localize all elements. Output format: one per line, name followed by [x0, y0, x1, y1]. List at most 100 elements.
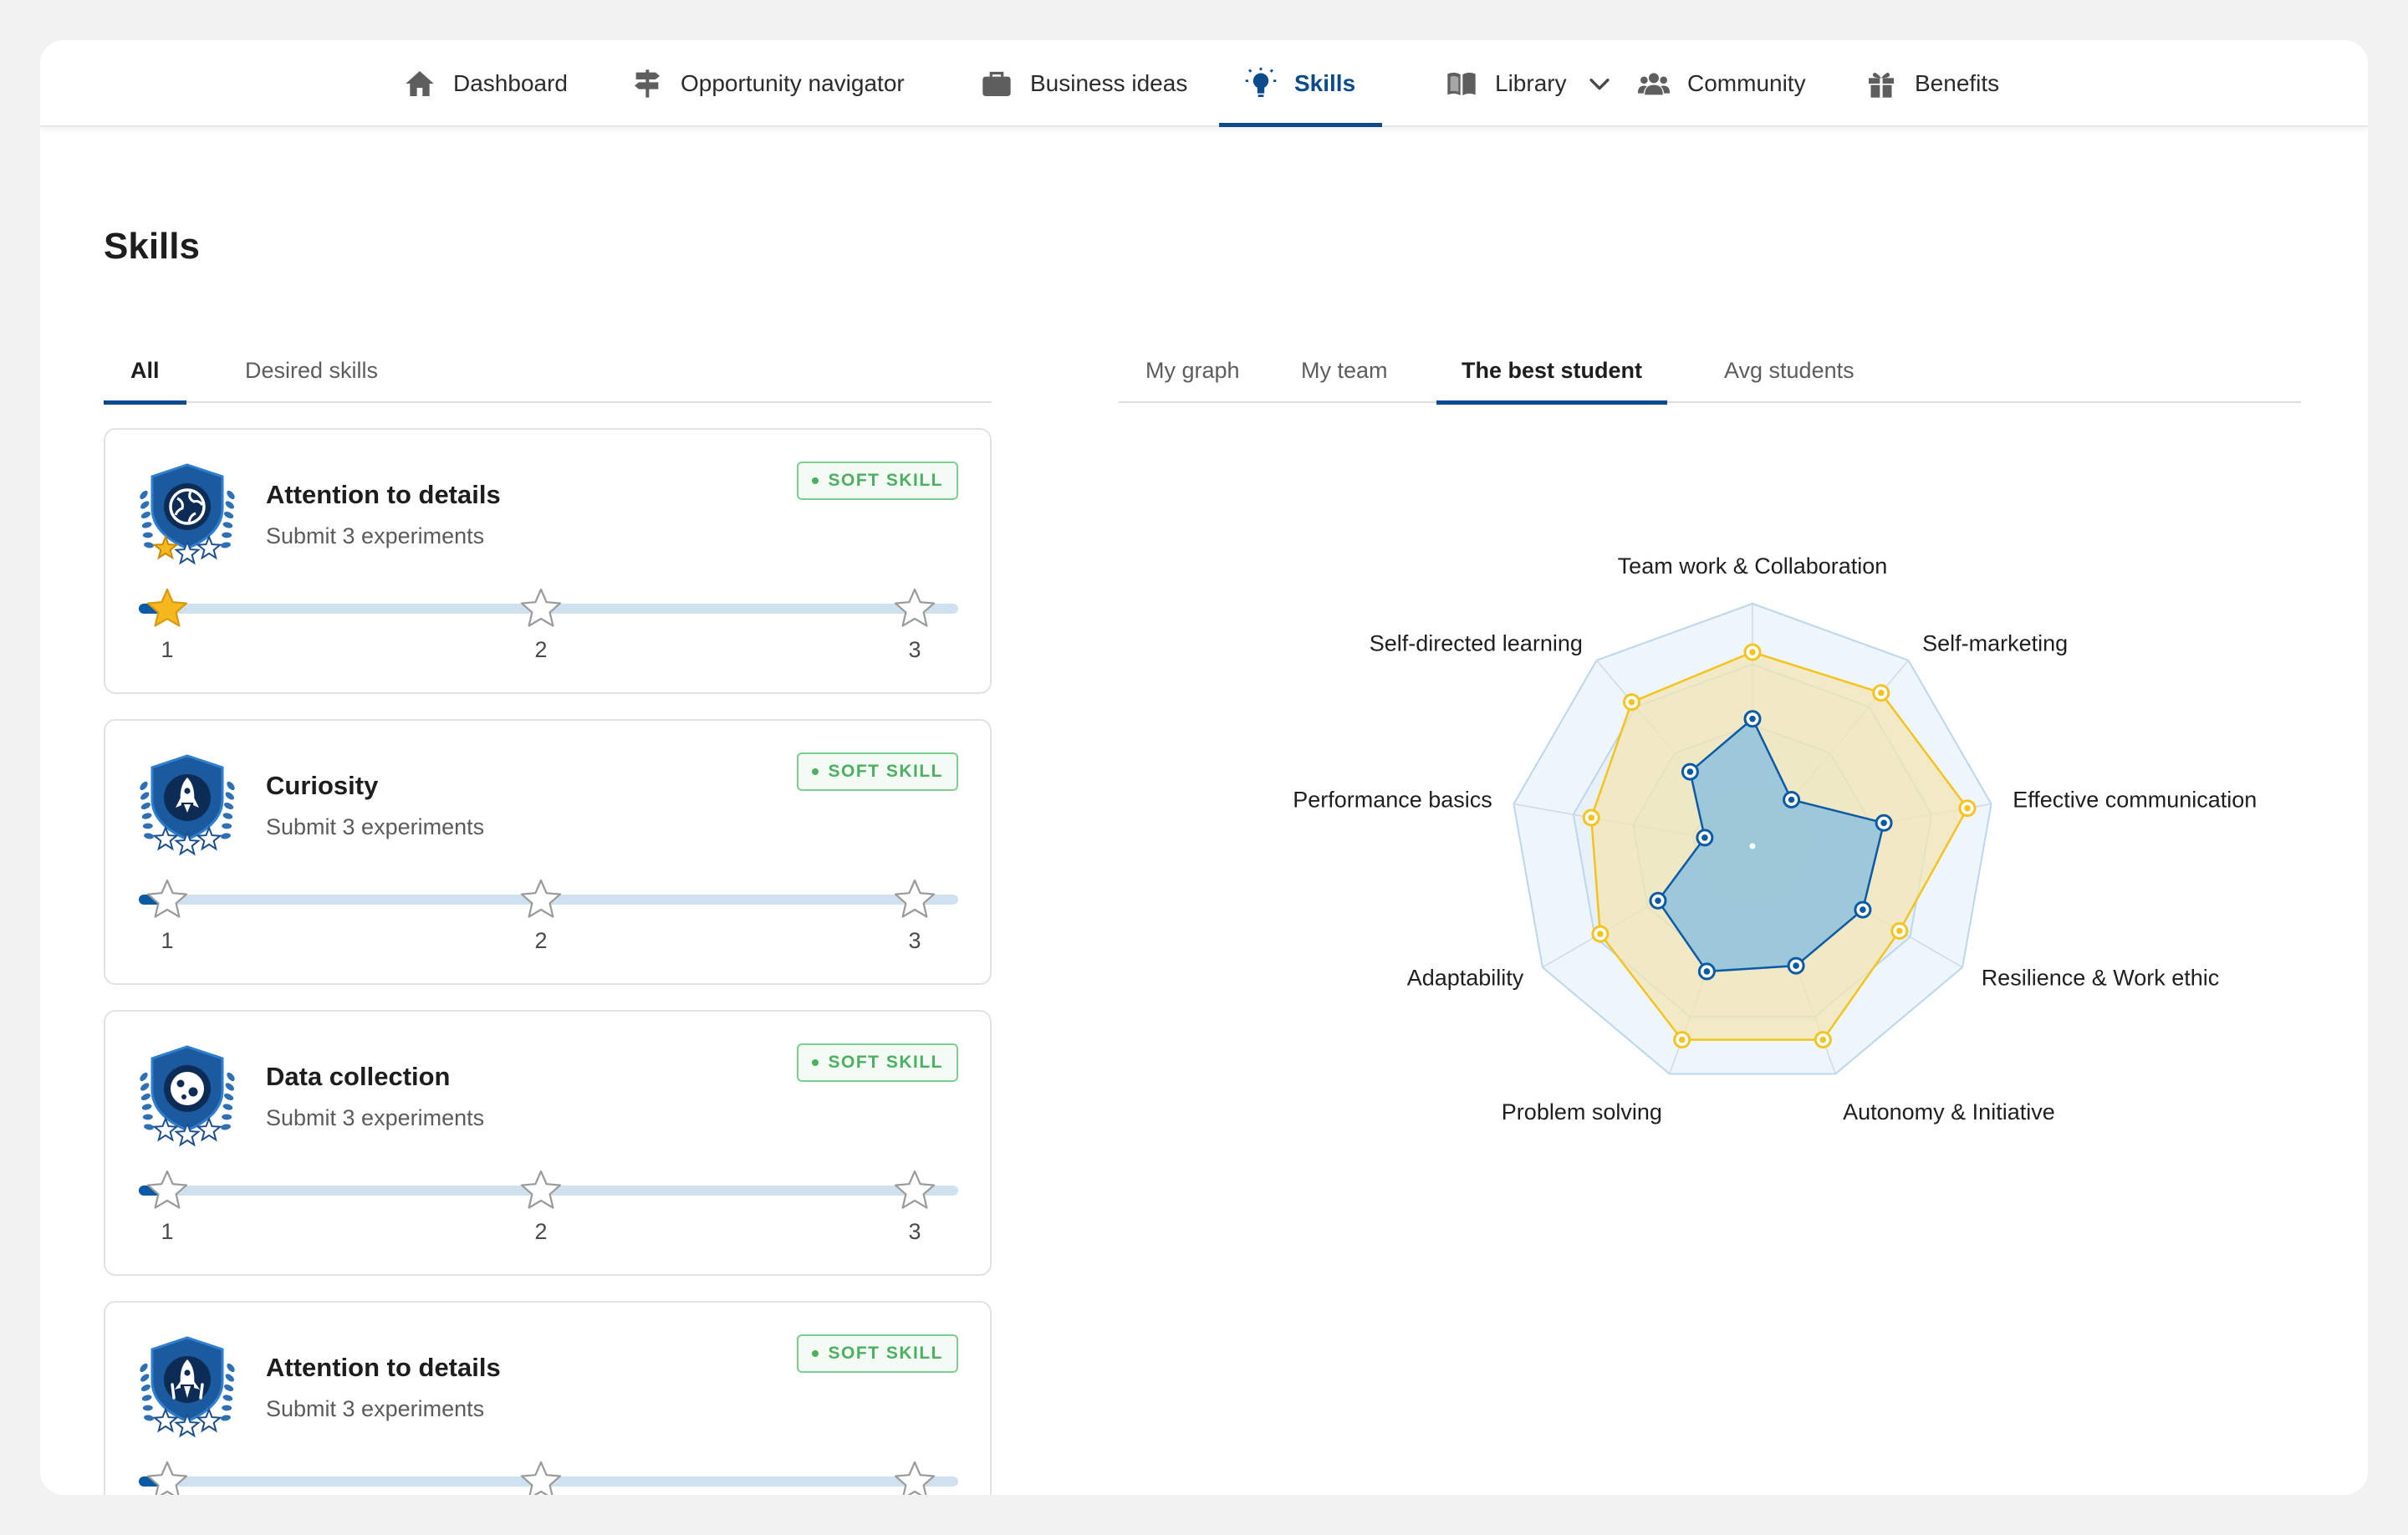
- radar-data-point-core: [1880, 819, 1887, 827]
- skill-subtitle: Submit 3 experiments: [266, 523, 485, 548]
- lightbulb-icon: [1245, 67, 1277, 97]
- tag-dot: [811, 1350, 819, 1357]
- star-icon: [894, 1170, 936, 1209]
- progress-step-number: 1: [161, 1219, 174, 1244]
- star-icon: [520, 879, 562, 918]
- progress-step-star: [893, 878, 936, 921]
- tag-dot: [811, 1059, 819, 1066]
- page-title: Skills: [104, 226, 200, 267]
- progress-step-star: [519, 587, 563, 630]
- tab-the-best-student-label: The best student: [1462, 357, 1643, 383]
- radar-axis-label: Team work & Collaboration: [1617, 553, 1888, 579]
- skill-card[interactable]: Attention to details Submit 3 experiment…: [104, 428, 992, 694]
- skill-badge: [135, 462, 239, 565]
- nav-community[interactable]: Community: [1637, 40, 1806, 127]
- skill-tag-label: SOFT SKILL: [828, 762, 943, 781]
- nav-opportunity-navigator[interactable]: Opportunity navigator: [630, 40, 905, 127]
- chevron-down-icon[interactable]: [1585, 69, 1614, 98]
- skill-tag-label: SOFT SKILL: [828, 471, 943, 490]
- tag-dot: [811, 477, 819, 484]
- skill-tag-label: SOFT SKILL: [828, 1344, 943, 1363]
- nav-library-label: Library: [1495, 70, 1567, 96]
- home-icon: [406, 71, 434, 96]
- star-icon: [520, 1170, 562, 1209]
- radar-axis-label: Performance basics: [1293, 787, 1492, 813]
- nav-library[interactable]: Library: [1445, 40, 1614, 127]
- nav-opportunity-navigator-label: Opportunity navigator: [681, 70, 905, 96]
- skill-card[interactable]: Attention to details Submit 3 experiment…: [104, 1301, 992, 1495]
- skills-filter-tabs: All Desired skills: [104, 343, 992, 405]
- soft-skill-badge: SOFT SKILL: [796, 752, 958, 791]
- tab-desired-skills[interactable]: Desired skills: [245, 343, 378, 403]
- users-icon: [1637, 73, 1671, 95]
- progress-step-star: [893, 1169, 936, 1212]
- radar-data-point-core: [1788, 796, 1795, 803]
- tab-all[interactable]: All: [104, 343, 186, 405]
- nav-business-ideas[interactable]: Business ideas: [980, 40, 1187, 127]
- briefcase-icon: [982, 71, 1011, 96]
- radar-axis-label: Adaptability: [1406, 965, 1524, 991]
- progress-step-star: [519, 878, 563, 921]
- progress-step-number: 2: [534, 928, 548, 953]
- star-icon: [894, 588, 936, 627]
- tab-avg-students[interactable]: Avg students: [1724, 343, 1854, 403]
- radar-data-point-core: [1878, 689, 1885, 696]
- top-navigation: Dashboard Opportunity navigator Business…: [40, 40, 2368, 127]
- gift-icon: [1869, 73, 1894, 98]
- tab-the-best-student[interactable]: The best student: [1436, 343, 1668, 405]
- tab-my-graph[interactable]: My graph: [1145, 343, 1240, 403]
- radar-data-point-core: [1749, 716, 1756, 722]
- tab-my-team[interactable]: My team: [1301, 343, 1388, 403]
- progress-step-star: [145, 1169, 189, 1212]
- star-icon: [146, 879, 188, 918]
- skill-title: Curiosity: [266, 771, 379, 800]
- progress-step-star: [145, 878, 189, 921]
- active-nav-indicator: [1219, 123, 1383, 127]
- skill-subtitle: Submit 3 experiments: [266, 1105, 485, 1130]
- nav-dashboard-label: Dashboard: [453, 70, 568, 96]
- progress-step-number: 2: [534, 1219, 548, 1244]
- globe-icon: [140, 463, 235, 565]
- radar-axis-label: Resilience & Work ethic: [1981, 965, 2220, 991]
- progress-step-star: [519, 1169, 563, 1212]
- radar-data-point-core: [1793, 962, 1799, 969]
- radar-axis-label: Autonomy & Initiative: [1843, 1099, 2055, 1125]
- skill-subtitle: Submit 3 experiments: [266, 1396, 485, 1421]
- star-icon: [894, 1461, 936, 1495]
- skill-badge: [135, 1043, 239, 1147]
- star-icon: [146, 1461, 188, 1495]
- progress-step-star: [893, 1460, 936, 1495]
- skill-card[interactable]: Curiosity Submit 3 experiments SOFT SKIL…: [104, 719, 992, 985]
- progress-step-star: [519, 1460, 563, 1495]
- soft-skill-badge: SOFT SKILL: [796, 1334, 958, 1373]
- book-icon: [1447, 72, 1476, 96]
- skill-badge: [135, 1334, 239, 1438]
- progress-step-star: [145, 1460, 189, 1495]
- radar-data-point-core: [1597, 931, 1604, 937]
- tab-avg-students-label: Avg students: [1724, 357, 1854, 383]
- tab-my-team-label: My team: [1301, 357, 1388, 383]
- progress-step-number: 1: [161, 637, 174, 662]
- nav-benefits[interactable]: Benefits: [1865, 40, 1999, 127]
- progress-step-number: 3: [908, 928, 921, 953]
- radar-data-point-core: [1628, 699, 1635, 706]
- nav-skills[interactable]: Skills: [1219, 40, 1383, 127]
- skills-radar-chart: Team work & Collaboration Self-marketing E…: [1194, 508, 2365, 1160]
- nav-dashboard[interactable]: Dashboard: [403, 40, 568, 127]
- radar-data-point-core: [1678, 1036, 1686, 1043]
- radar-data-point-core: [1686, 768, 1694, 775]
- radar-data-point-core: [1588, 814, 1594, 821]
- skill-subtitle: Submit 3 experiments: [266, 814, 485, 839]
- skill-badge: [135, 752, 239, 856]
- radar-axis-label: Effective communication: [2013, 787, 2258, 813]
- graph-view-tabs: My graph My team The best student Avg st…: [1119, 343, 2301, 405]
- progress-step-number: 1: [161, 928, 174, 953]
- tab-my-graph-label: My graph: [1145, 357, 1240, 383]
- skill-card[interactable]: Data collection Submit 3 experiments SOF…: [104, 1010, 992, 1276]
- active-tab-indicator: [104, 400, 186, 405]
- progress-step-number: 3: [908, 637, 921, 662]
- radar-data-point-core: [1896, 927, 1903, 935]
- soft-skill-badge: SOFT SKILL: [796, 462, 958, 500]
- radar-data-point-core: [1703, 968, 1711, 975]
- nav-business-ideas-label: Business ideas: [1030, 70, 1188, 96]
